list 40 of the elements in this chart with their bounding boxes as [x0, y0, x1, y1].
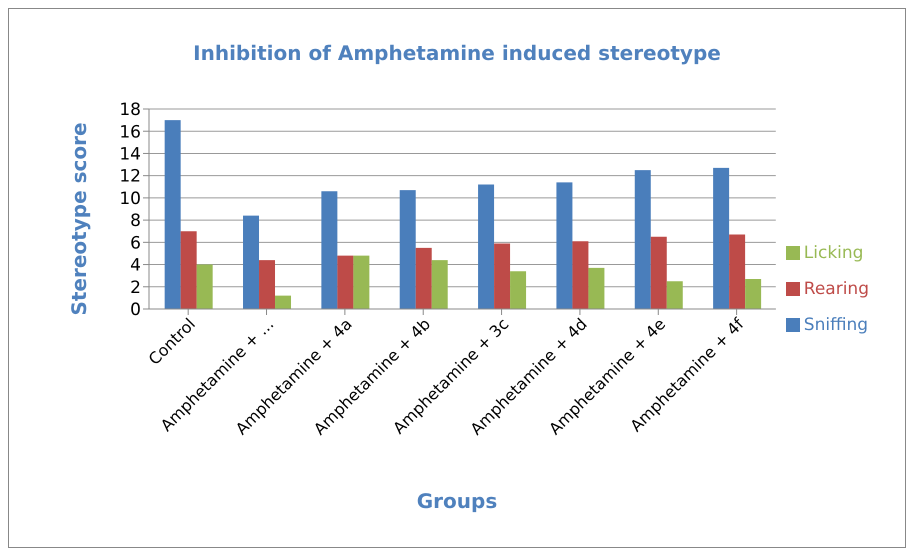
bar [164, 120, 181, 309]
bar [400, 190, 416, 309]
bar [729, 234, 746, 309]
bar [196, 264, 213, 309]
bar [713, 168, 730, 309]
bar [416, 248, 432, 309]
y-tick-label: 6 [130, 233, 141, 254]
legend-label: Licking [804, 243, 864, 263]
bar [745, 279, 762, 309]
chart-title: Inhibition of Amphetamine induced stereotype [192, 41, 722, 65]
bar [650, 236, 667, 309]
y-tick-label: 0 [130, 300, 141, 320]
bar [510, 271, 526, 309]
y-tick-label: 14 [119, 144, 141, 164]
bar [243, 216, 260, 309]
bar [353, 256, 370, 309]
y-axis-title: Stereotype score [67, 122, 91, 316]
x-axis-title: Groups [416, 489, 498, 513]
bar [556, 182, 572, 309]
bar [572, 241, 588, 309]
y-tick-label: 10 [119, 188, 141, 209]
y-tick-label: 4 [130, 256, 141, 276]
bar [634, 170, 651, 309]
bar [180, 231, 197, 309]
y-tick-label: 8 [130, 211, 141, 232]
bar [432, 260, 448, 309]
bar [494, 243, 510, 309]
bar [275, 296, 292, 309]
bar [259, 260, 276, 309]
y-tick-label: 16 [119, 122, 141, 142]
bar [666, 281, 683, 309]
bar [337, 256, 354, 309]
legend-label: Rearing [804, 279, 869, 299]
legend-label: Sniffing [804, 315, 868, 335]
y-tick-label: 2 [130, 278, 141, 298]
y-tick-label: 18 [119, 100, 141, 120]
y-tick-label: 12 [119, 166, 141, 187]
bar [588, 268, 604, 309]
bar [321, 191, 338, 309]
bar [478, 184, 494, 309]
